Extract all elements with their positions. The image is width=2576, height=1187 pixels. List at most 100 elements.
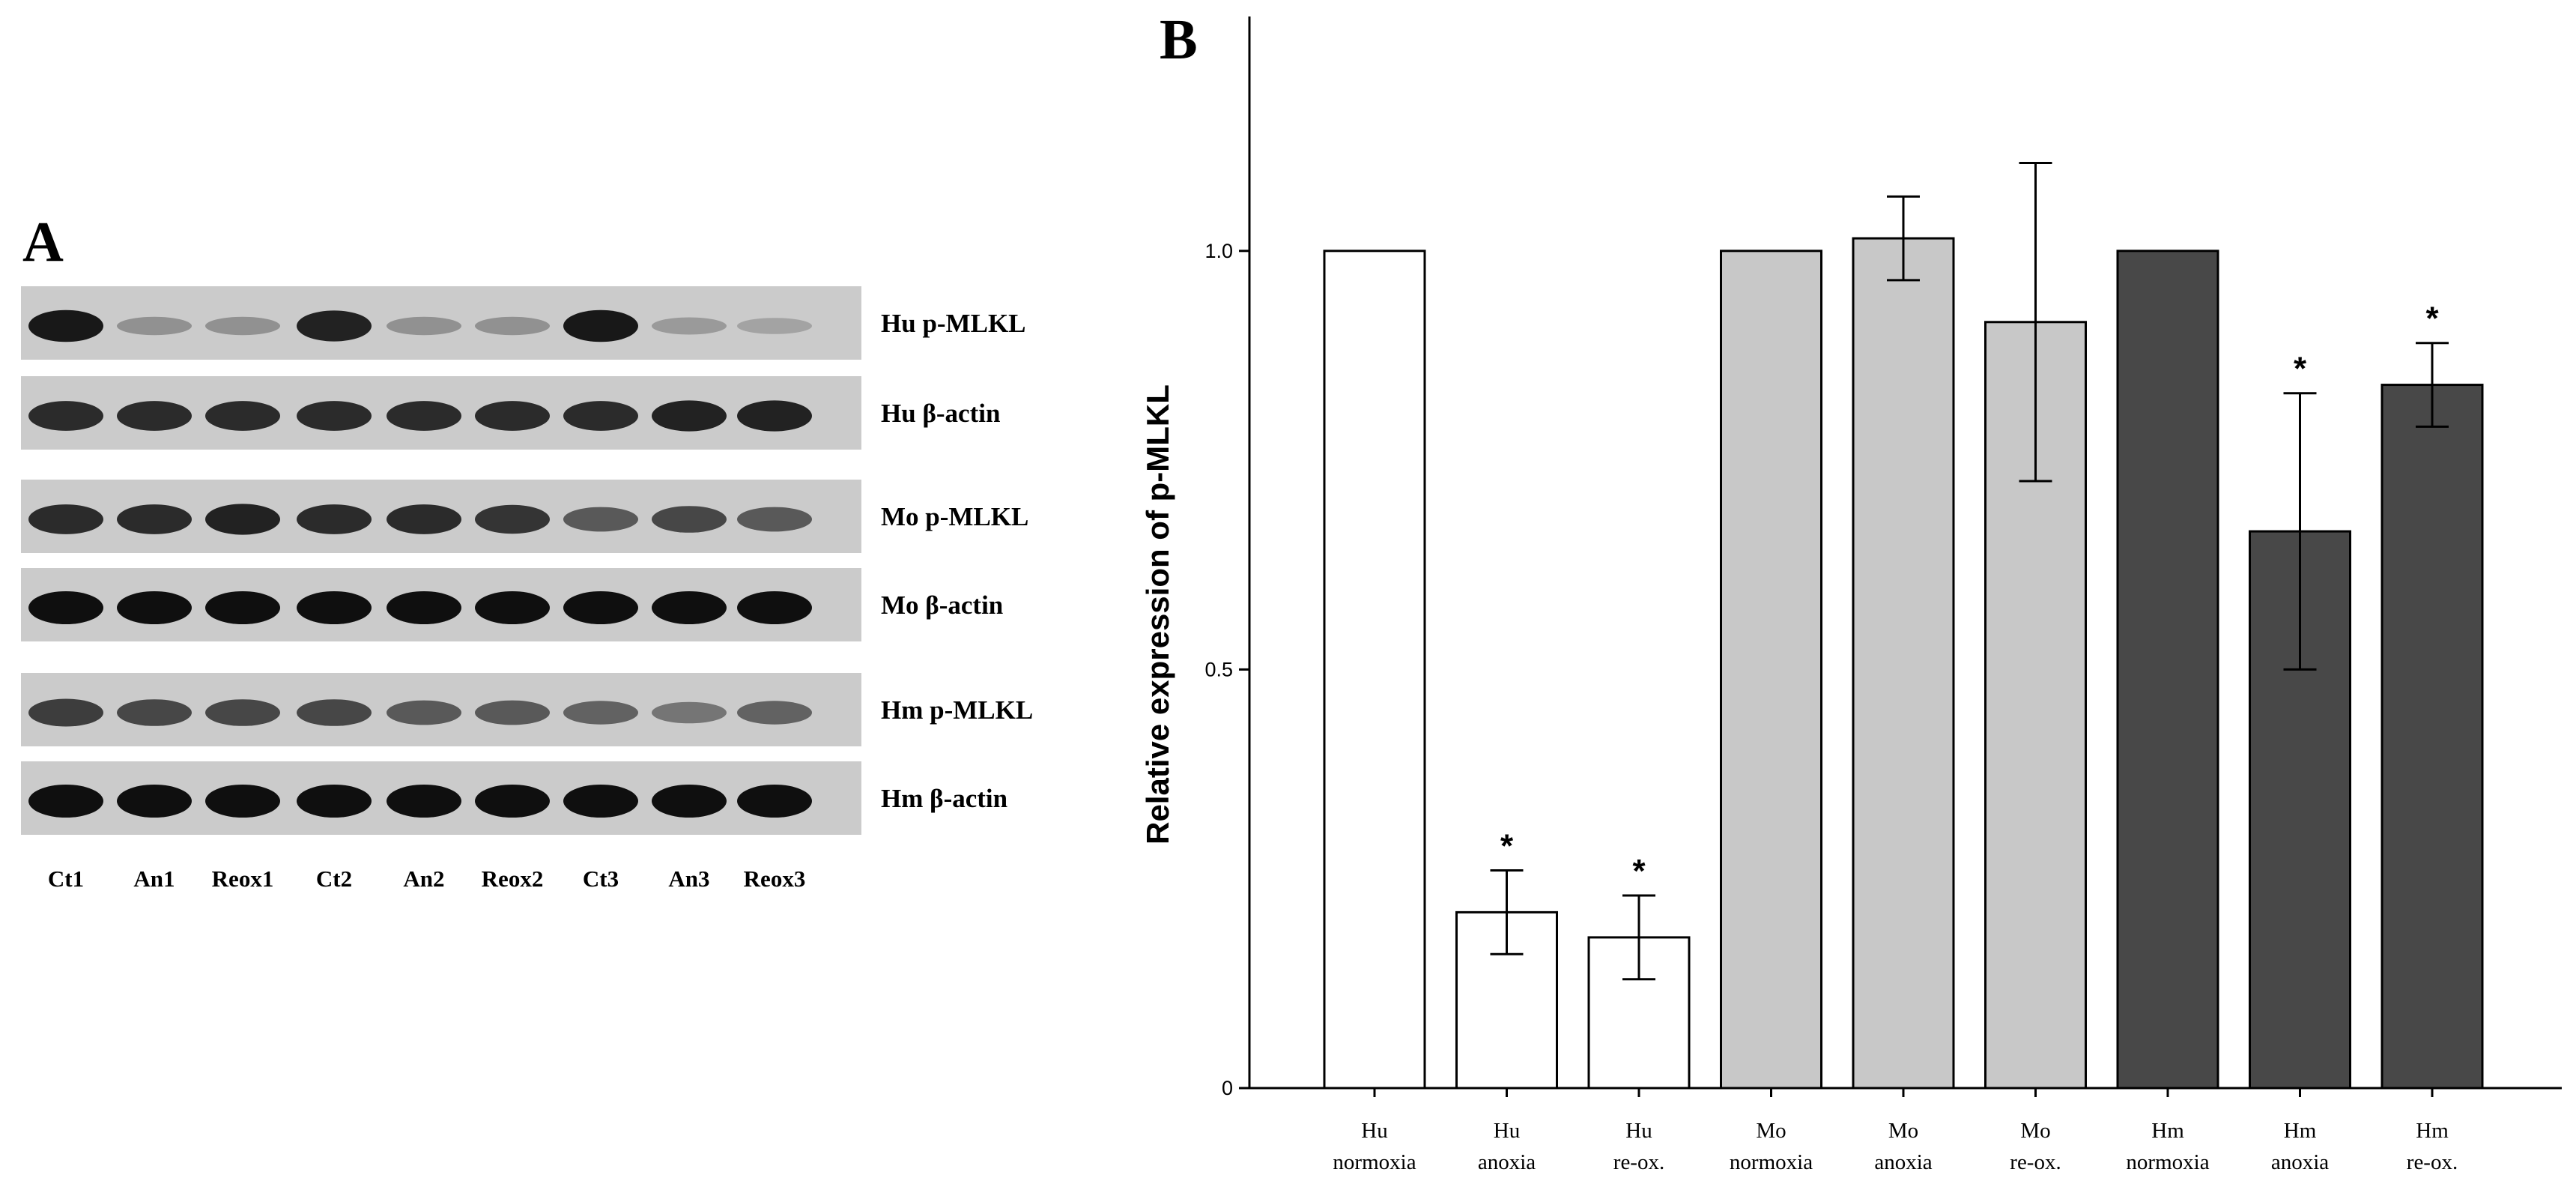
blot-band	[297, 504, 372, 534]
blot-band	[563, 507, 638, 532]
blot-band	[205, 699, 280, 726]
x-category-line1: Hu	[1625, 1119, 1652, 1143]
x-category-line1: Hm	[2416, 1119, 2449, 1143]
blot-band	[117, 591, 192, 624]
blot-band	[387, 785, 461, 818]
y-tick-label: 0.5	[1204, 658, 1233, 680]
blot-band	[737, 507, 812, 532]
x-category-labels: Hu normoxia Hu anoxia Hu re-ox. Mo normoxia Mo an…	[1333, 1088, 2458, 1174]
x-category-line2: re-ox.	[2010, 1150, 2061, 1174]
blot-band	[387, 401, 461, 431]
blot-band	[117, 785, 192, 818]
blot-row: Hm β-actin	[21, 761, 1007, 835]
blot-band	[117, 504, 192, 534]
blot-band	[28, 591, 103, 624]
x-category-line2: normoxia	[2126, 1150, 2209, 1174]
blot-band	[387, 700, 461, 725]
blot-band	[563, 701, 638, 725]
blot-band	[117, 316, 192, 336]
blot-band	[652, 317, 727, 335]
blot-band	[205, 785, 280, 818]
lane-label: Reox1	[212, 866, 274, 892]
blot-band	[475, 785, 550, 818]
lane-label: An2	[403, 866, 444, 892]
y-tick-label: 0	[1222, 1077, 1233, 1099]
blot-band	[737, 701, 812, 725]
blot-row: Mo β-actin	[21, 568, 1003, 641]
panel-b-letter: B	[1160, 8, 1198, 71]
blot-band	[652, 400, 727, 432]
blot-band	[652, 785, 727, 818]
bars: * * * *	[1323, 162, 2484, 1090]
blot-row: Hu p-MLKL	[21, 286, 1026, 360]
blot-band	[205, 316, 280, 336]
x-category-line1: Hu	[1494, 1119, 1520, 1143]
x-category-line2: anoxia	[2271, 1150, 2329, 1174]
panel-a-western-blot: A Hu p-MLKL Hu β-actin Mo p-MLKL Mo β-actin…	[21, 211, 1033, 892]
blot-band	[297, 401, 372, 431]
blot-row-label: Hu p-MLKL	[881, 309, 1026, 338]
y-axis-label: Relative expression of p-MLKL	[1140, 384, 1175, 845]
blot-band	[475, 401, 550, 431]
blot-band	[563, 591, 638, 624]
x-category-line2: re-ox.	[1613, 1150, 1664, 1174]
blot-row-label: Hm p-MLKL	[881, 695, 1033, 725]
blot-band	[475, 504, 550, 534]
blot-band	[563, 785, 638, 818]
lane-labels: Ct1 An1 Reox1 Ct2 An2 Reox2 Ct3 An3 Reox3	[48, 866, 805, 892]
bar	[2380, 384, 2484, 1090]
blot-row: Hu β-actin	[21, 376, 1000, 450]
x-category-line2: normoxia	[1730, 1150, 1813, 1174]
lane-label: Reox2	[482, 866, 544, 892]
blot-band	[563, 309, 638, 342]
blot-band	[28, 698, 103, 727]
lane-label: An3	[668, 866, 709, 892]
blot-band	[563, 401, 638, 431]
blot-band	[652, 591, 727, 624]
x-category-line1: Hm	[2151, 1119, 2184, 1143]
lane-label: An1	[133, 866, 175, 892]
x-category-line1: Mo	[1888, 1119, 1918, 1143]
bar	[1323, 250, 1426, 1090]
blot-band	[297, 310, 372, 342]
blot-band	[117, 401, 192, 431]
bar	[2116, 250, 2219, 1090]
x-category-line2: anoxia	[1478, 1150, 1536, 1174]
significance-star: *	[1500, 828, 1514, 865]
blot-band	[387, 316, 461, 336]
x-category-line1: Mo	[1756, 1119, 1786, 1143]
significance-star: *	[2294, 351, 2307, 387]
blot-row: Mo p-MLKL	[21, 480, 1028, 553]
blot-band	[652, 506, 727, 533]
lane-label: Ct1	[48, 866, 84, 892]
blot-band	[28, 401, 103, 431]
blot-row-label: Mo p-MLKL	[881, 502, 1028, 531]
blot-band	[297, 785, 372, 818]
y-ticks: 0 0.5 1.0	[1204, 240, 1249, 1099]
blot-band	[475, 591, 550, 624]
blot-band	[28, 309, 103, 342]
blot-band	[387, 591, 461, 624]
lane-label: Ct2	[316, 866, 352, 892]
panel-b-bar-chart: B Relative expression of p-MLKL 00.51.0 …	[1140, 8, 2562, 1174]
blot-band	[28, 504, 103, 534]
x-category-line2: normoxia	[1333, 1150, 1416, 1174]
blot-band	[652, 701, 727, 724]
panel-a-letter: A	[22, 211, 64, 274]
x-category-line1: Mo	[2020, 1119, 2050, 1143]
blot-band	[475, 700, 550, 725]
blot-row-label: Mo β-actin	[881, 591, 1003, 620]
blot-band	[117, 699, 192, 726]
blot-band	[205, 591, 280, 624]
blot-band	[387, 504, 461, 534]
x-category-line1: Hu	[1361, 1119, 1387, 1143]
x-category-line2: anoxia	[1874, 1150, 1932, 1174]
blot-band	[297, 699, 372, 726]
blot-band	[297, 591, 372, 624]
blot-band	[737, 318, 812, 334]
significance-star: *	[2425, 300, 2439, 337]
blot-band	[28, 785, 103, 818]
blot-row-label: Hm β-actin	[881, 784, 1007, 813]
significance-star: *	[1632, 853, 1646, 890]
blot-row-label: Hu β-actin	[881, 399, 1000, 428]
